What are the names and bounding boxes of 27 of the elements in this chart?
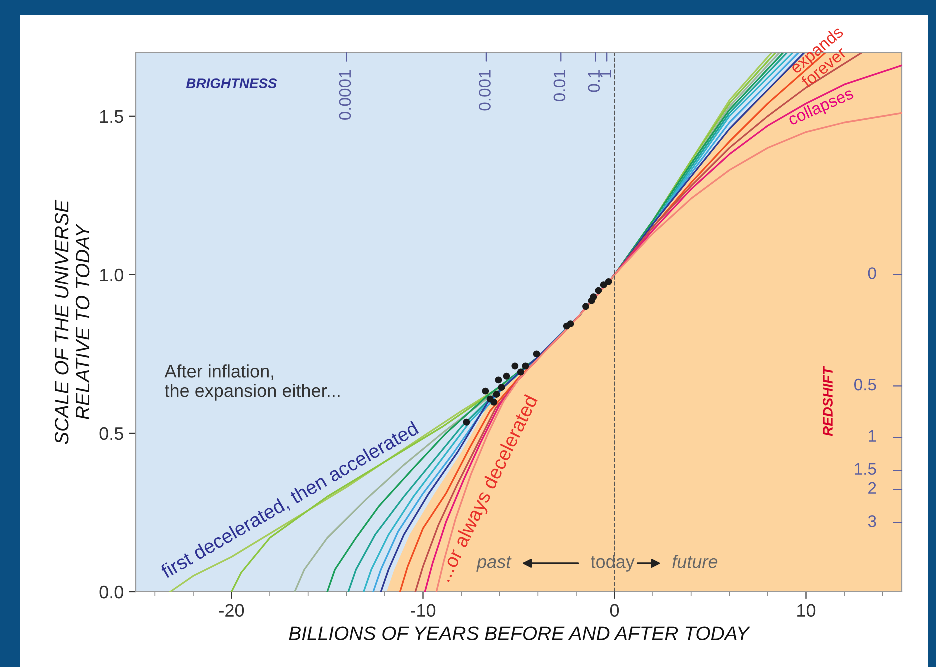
annotation: 2 xyxy=(868,482,876,494)
annotation: 0.1 xyxy=(588,70,600,92)
annotation: future xyxy=(672,555,718,568)
annotation: 0.01 xyxy=(554,70,566,102)
x-tick-label: -20 xyxy=(220,604,244,618)
x-axis-title: BILLIONS OF YEARS BEFORE AND AFTER TODAY xyxy=(289,626,751,640)
x-tick-label: -10 xyxy=(411,604,436,618)
annotation: 1 xyxy=(869,430,876,442)
y-axis-title: SCALE OF THE UNIVERSE RELATIVE TO TODAY xyxy=(54,200,90,444)
annotation: today xyxy=(591,555,635,572)
annotation: 0.001 xyxy=(479,70,491,111)
y-tick-label: 0.0 xyxy=(100,586,124,599)
annotation: past xyxy=(476,556,512,572)
x-tick-label: 0 xyxy=(610,604,620,618)
annotation: BRIGHTNESS xyxy=(186,78,278,88)
annotation: 0 xyxy=(868,268,876,280)
y-tick-label: 1.5 xyxy=(100,110,124,124)
annotation: 1 xyxy=(600,70,612,78)
annotation: 1.5 xyxy=(855,463,876,476)
annotation: 0.0001 xyxy=(339,70,352,120)
annotation: After inflation, the expansion either... xyxy=(164,364,340,401)
annotation: REDSHIFT xyxy=(823,366,833,436)
annotation: 3 xyxy=(868,516,876,528)
y-tick-label: 0.5 xyxy=(100,427,124,440)
y-tick-label: 1.0 xyxy=(100,268,124,282)
annotation: 0.5 xyxy=(854,378,876,391)
x-tick-label: 10 xyxy=(798,604,816,618)
